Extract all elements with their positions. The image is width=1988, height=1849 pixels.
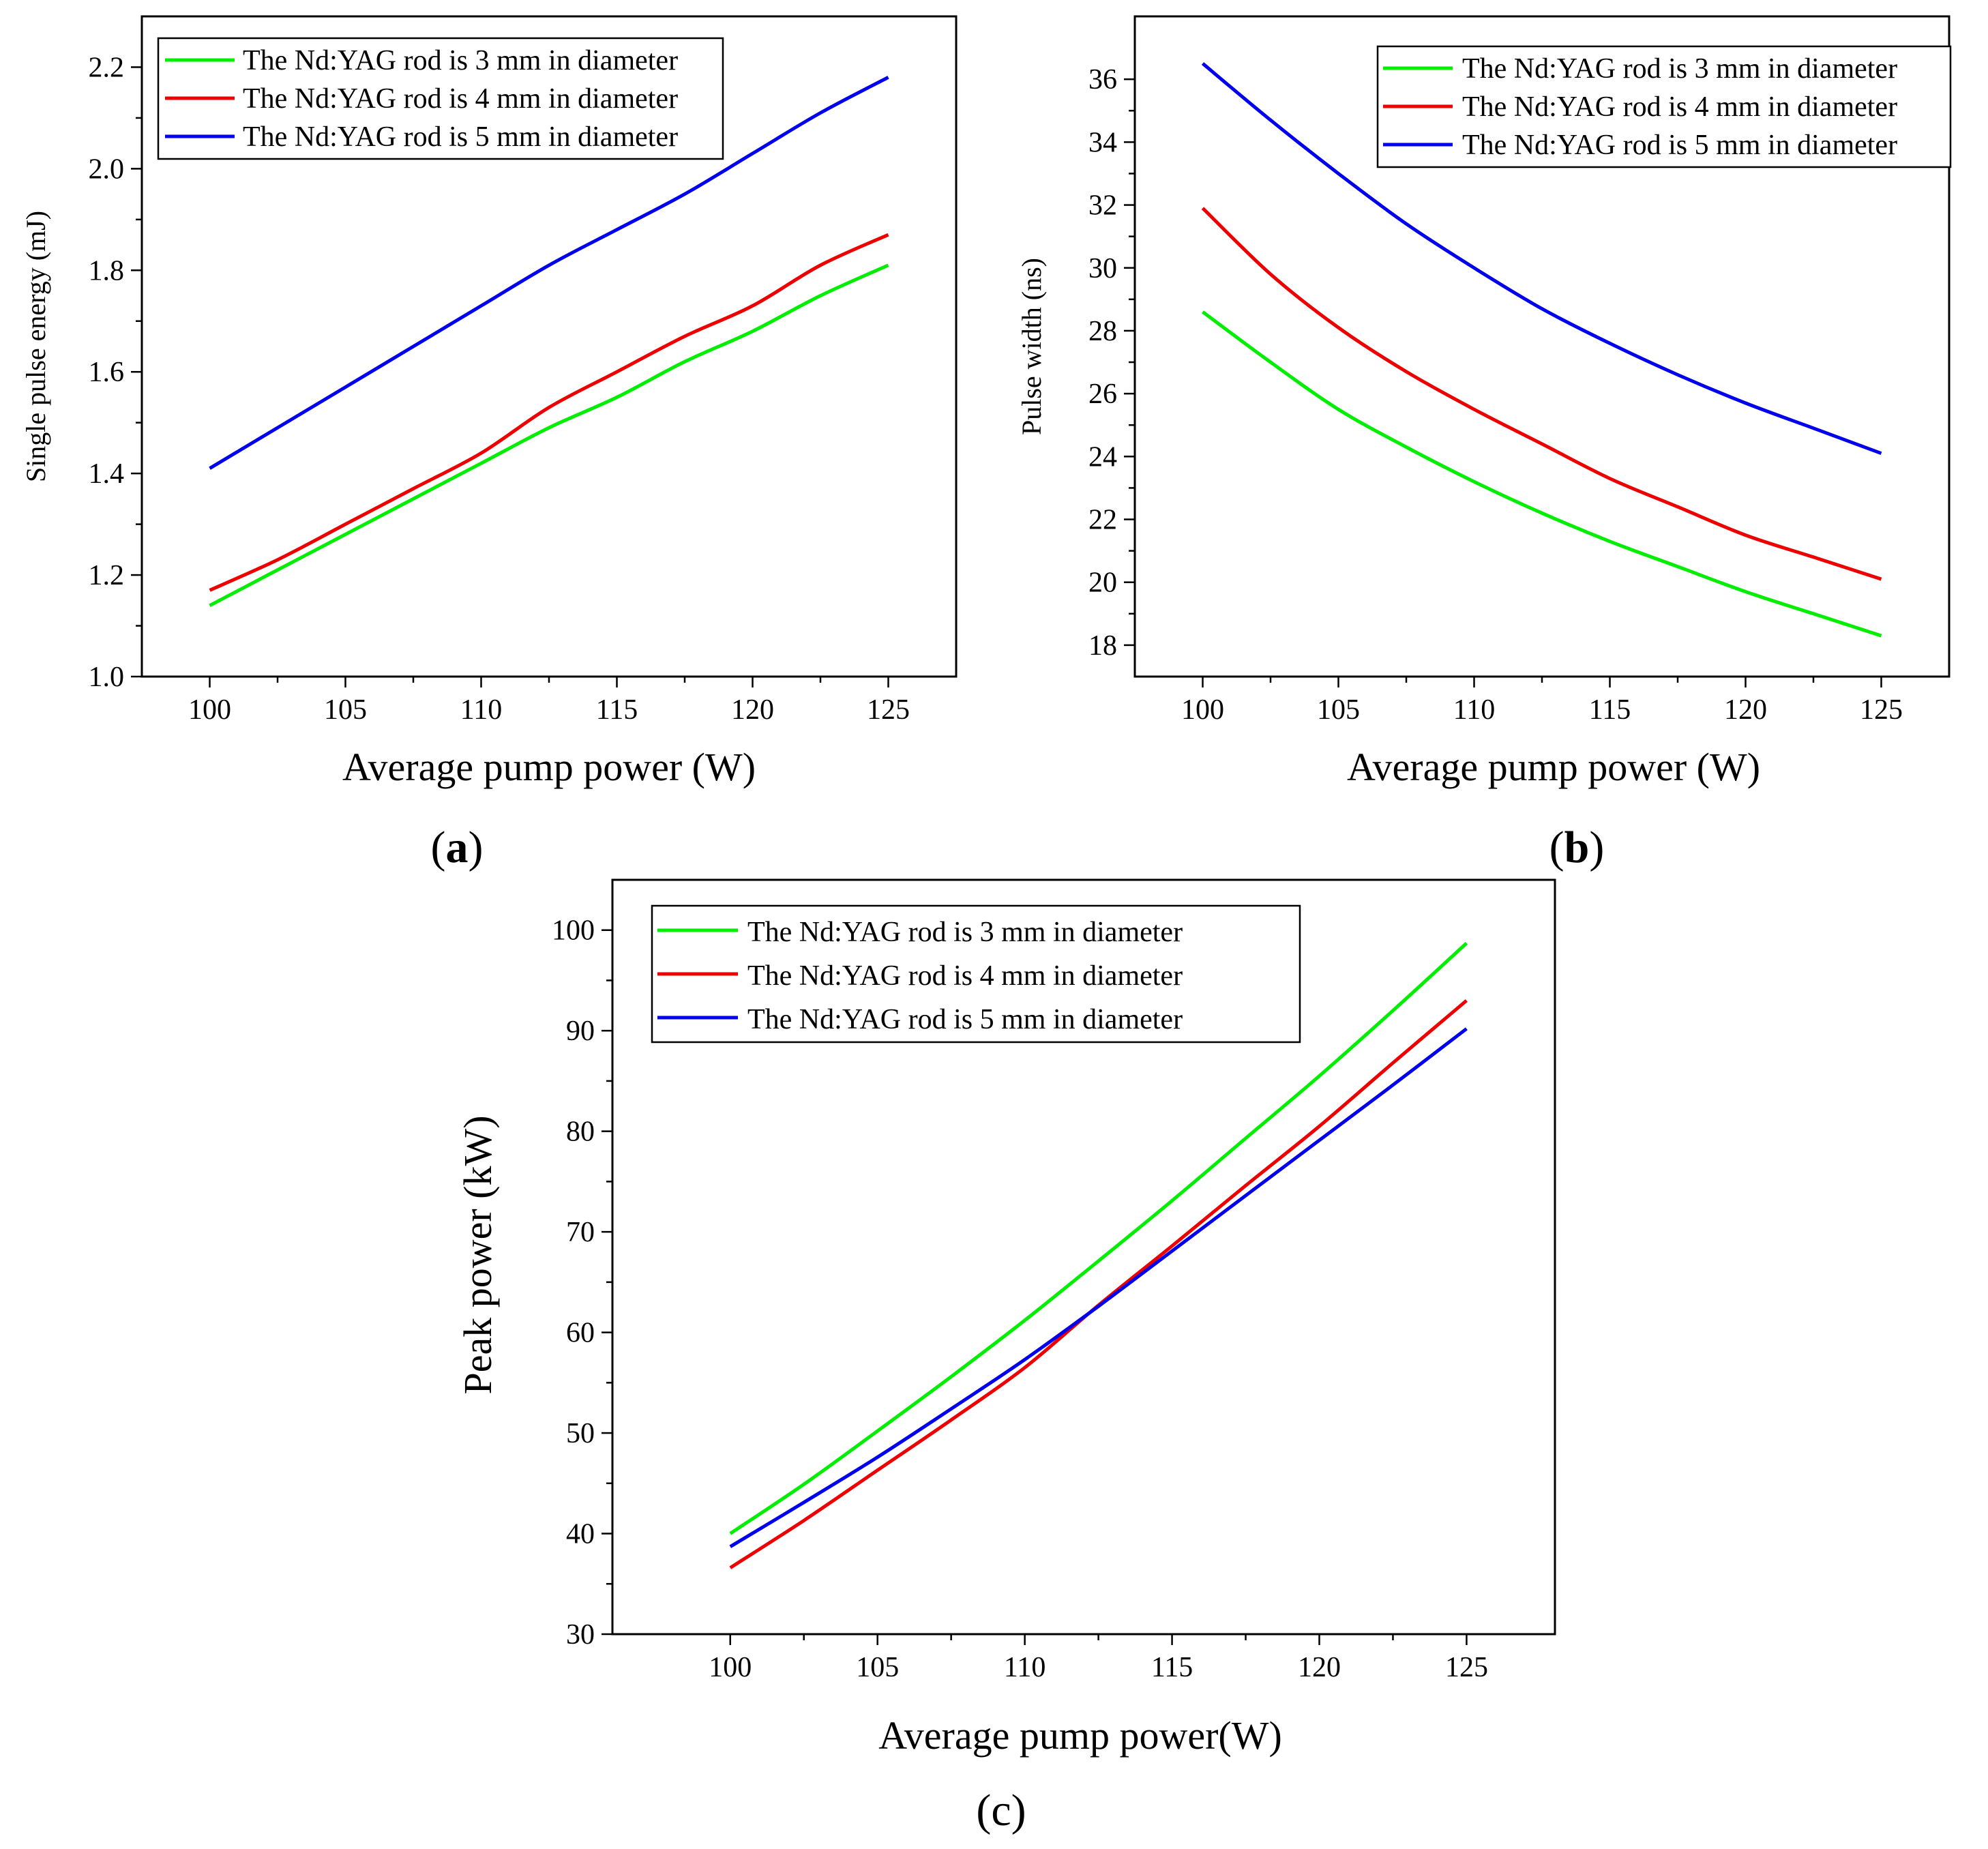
x-tick-label: 105 [856,1652,899,1683]
x-tick-label: 120 [1724,694,1767,726]
panel-label-b: (b) [1549,823,1605,872]
y-axis-label: Peak power (kW) [456,1115,500,1394]
x-tick-label: 110 [1453,694,1495,726]
legend-entry: The Nd:YAG rod is 4 mm in diameter [747,960,1183,992]
x-tick-label: 100 [188,694,231,726]
legend-entry: The Nd:YAG rod is 3 mm in diameter [747,917,1183,948]
x-tick-label: 125 [1860,694,1903,726]
panel-label-a: (a) [431,823,484,872]
plot-frame-c [611,878,1556,1636]
panel-letter: c [991,1786,1011,1835]
x-tick-label: 110 [460,694,502,726]
x-axis-label: Average pump power (W) [342,745,756,789]
y-tick-label: 80 [566,1116,595,1148]
y-tick-labels-a: 1.0 1.2 1.4 1.6 1.8 2.0 2.2 [89,52,125,693]
chart-panel-a: 1.0 1.2 1.4 1.6 1.8 2.0 2.2 100 105 110 … [20,15,958,872]
y-tick-label: 30 [1088,253,1117,284]
x-tick-labels-c: 100 105 110 115 120 125 [709,1652,1488,1683]
series-line-5mm [729,1027,1468,1548]
y-tick-label: 24 [1088,441,1117,473]
legend-entry: The Nd:YAG rod is 4 mm in diameter [243,83,678,115]
series-line-5mm [209,76,889,470]
y-tick-label: 30 [566,1619,595,1651]
series-line-4mm [1201,207,1882,581]
y-tick-label: 20 [1088,567,1117,599]
panel-label-c: (c) [976,1786,1026,1835]
y-tick-label: 1.6 [89,357,125,388]
x-tick-labels-b: 100 105 110 115 120 125 [1181,694,1903,726]
chart-panel-c: 30 40 50 60 70 80 90 100 100 105 110 115… [456,878,1556,1835]
y-tick-label: 1.2 [89,560,125,591]
series-lines-b [1201,62,1882,638]
series-line-4mm [209,233,889,592]
x-tick-label: 125 [1445,1652,1488,1683]
y-tick-label: 1.8 [89,255,125,286]
x-tick-label: 100 [709,1652,752,1683]
x-tick-label: 115 [1589,694,1631,726]
legend-box [1376,45,1952,168]
y-tick-labels-c: 30 40 50 60 70 80 90 100 [552,915,595,1651]
series-line-3mm [729,942,1468,1535]
series-line-3mm [1202,310,1882,638]
y-tick-label: 70 [566,1217,595,1248]
axis-ticks-b [1124,78,1882,687]
y-tick-label: 2.2 [89,52,125,83]
chart-panel-b: 18 20 22 24 26 28 30 32 34 36 100 105 11… [1016,15,1952,872]
axis-ticks-a [131,66,889,687]
y-tick-label: 60 [566,1318,595,1349]
y-tick-label: 1.0 [89,662,125,693]
panel-letter: a [446,823,469,872]
y-tick-label: 22 [1088,505,1117,536]
x-tick-label: 120 [1298,1652,1341,1683]
y-tick-label: 28 [1088,316,1117,347]
x-tick-label: 125 [867,694,910,726]
y-tick-label: 90 [566,1016,595,1047]
y-axis-label: Pulse width (ns) [1016,258,1047,435]
x-axis-label: Average pump power(W) [878,1713,1282,1758]
panel-letter: b [1564,823,1590,872]
x-tick-label: 110 [1004,1652,1045,1683]
y-tick-label: 2.0 [89,153,125,185]
y-tick-label: 36 [1088,64,1117,95]
x-tick-label: 115 [596,694,638,726]
y-tick-labels-b: 18 20 22 24 26 28 30 32 34 36 [1088,64,1117,662]
legend-entry: The Nd:YAG rod is 5 mm in diameter [747,1004,1183,1035]
y-tick-label: 34 [1088,127,1117,158]
y-tick-label: 50 [566,1418,595,1449]
y-tick-label: 100 [552,915,595,947]
x-tick-label: 105 [1317,694,1360,726]
axis-ticks-c [602,929,1468,1645]
legend-entry: The Nd:YAG rod is 5 mm in diameter [1462,130,1897,161]
x-tick-label: 120 [731,694,774,726]
series-line-3mm [209,263,889,608]
legend: The Nd:YAG rod is 3 mm in diameter The N… [1376,45,1952,168]
series-line-5mm [1201,62,1882,456]
series-lines-a [209,76,889,608]
legend-entry: The Nd:YAG rod is 5 mm in diameter [243,121,678,153]
y-tick-label: 26 [1088,379,1117,410]
y-tick-label: 18 [1088,630,1117,662]
legend-box [157,37,724,160]
y-axis-label: Single pulse energy (mJ) [20,211,51,482]
x-tick-label: 115 [1151,1652,1193,1683]
legend-entry: The Nd:YAG rod is 3 mm in diameter [243,45,678,76]
y-tick-label: 1.4 [89,458,125,490]
y-tick-label: 40 [566,1519,595,1550]
x-tick-label: 100 [1181,694,1224,726]
legend: The Nd:YAG rod is 3 mm in diameter The N… [651,904,1301,1044]
legend-box [651,904,1301,1044]
legend-entry: The Nd:YAG rod is 3 mm in diameter [1462,53,1897,85]
legend: The Nd:YAG rod is 3 mm in diameter The N… [157,37,724,160]
x-tick-label: 105 [324,694,367,726]
x-tick-labels-a: 100 105 110 115 120 125 [188,694,910,726]
y-tick-label: 32 [1088,190,1117,222]
series-lines-c [729,942,1468,1569]
x-axis-label: Average pump power (W) [1347,745,1760,789]
legend-entry: The Nd:YAG rod is 4 mm in diameter [1462,91,1897,123]
